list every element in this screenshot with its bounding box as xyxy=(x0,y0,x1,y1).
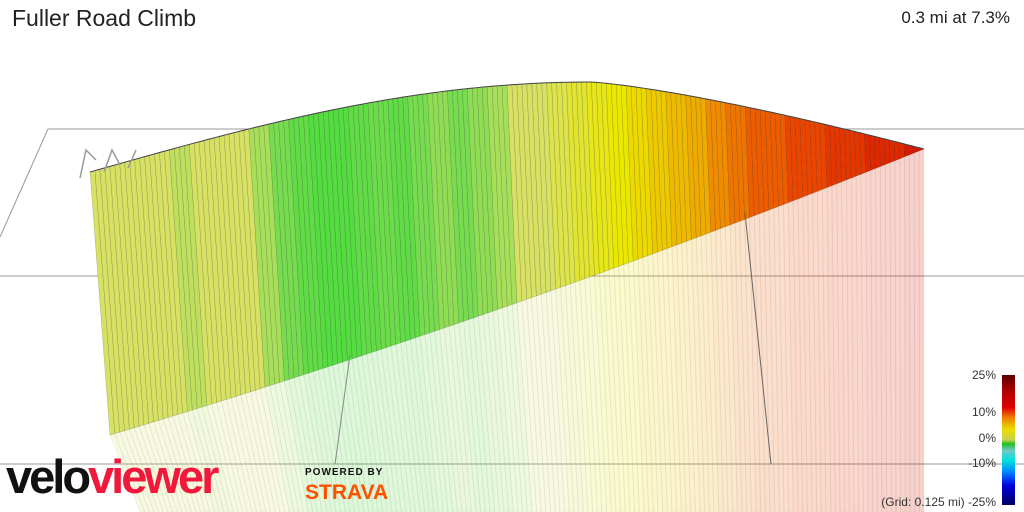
reflection-segment xyxy=(220,398,253,512)
reflection-segment xyxy=(172,413,206,512)
powered-by-label: POWERED BY xyxy=(305,467,384,478)
reflection-segment xyxy=(666,245,682,512)
reflection-segment xyxy=(550,288,570,512)
reflection-segment xyxy=(894,158,902,512)
profile-ribbon xyxy=(89,81,925,436)
climb-summary: 0.3 mi at 7.3% xyxy=(901,8,1010,27)
reflection-segment xyxy=(681,240,696,512)
reflection-segment xyxy=(623,262,640,512)
reflection-segment xyxy=(768,207,780,512)
reflection-segment xyxy=(729,222,743,512)
grid-line xyxy=(744,212,772,465)
grid-line xyxy=(334,354,351,465)
reflection-segment xyxy=(342,359,370,512)
page-title: Fuller Road Climb xyxy=(12,5,197,31)
reflection-segment xyxy=(191,407,225,512)
reflection-segment xyxy=(715,227,729,512)
profile-segment xyxy=(898,142,905,160)
reflection-segment xyxy=(555,286,575,512)
reflection-segment xyxy=(288,377,318,512)
veloviewer-logo[interactable]: veloviewer xyxy=(6,450,219,503)
reflection-segment xyxy=(123,428,160,512)
reflection-segment xyxy=(778,203,790,512)
reflection-segment xyxy=(269,383,300,512)
reflection-segment xyxy=(574,279,594,512)
reflection-segment xyxy=(293,375,323,512)
legend-label: -10% xyxy=(967,456,996,470)
reflection-segment xyxy=(429,330,454,512)
reflection-segment xyxy=(652,251,668,512)
reflection-segment xyxy=(511,302,533,512)
reflection-segment xyxy=(690,236,706,512)
reflection-segment xyxy=(390,343,416,512)
reflection-segment xyxy=(535,293,556,512)
reflection-segment xyxy=(816,188,827,512)
reflection-segment xyxy=(148,421,183,512)
reflection-segment xyxy=(831,183,841,512)
reflection-segment xyxy=(487,310,510,512)
reflection-segment xyxy=(249,389,281,512)
direction-arrows-icon xyxy=(79,148,137,179)
profile-reflection xyxy=(109,148,925,512)
grid-line xyxy=(0,128,49,238)
reflection-segment xyxy=(385,345,412,512)
profile-segment xyxy=(893,141,901,162)
reflection-segment xyxy=(860,171,869,512)
profile-top-edge xyxy=(89,81,925,173)
reflection-segment xyxy=(705,231,720,512)
reflection-segment xyxy=(782,201,794,512)
reflection-segment xyxy=(884,161,892,512)
reflection-segment xyxy=(913,150,920,512)
reflection-segment xyxy=(380,346,407,512)
reflection-segment xyxy=(899,156,906,512)
reflection-segment xyxy=(240,392,272,512)
reflection-segment xyxy=(695,235,710,512)
reflection-segment xyxy=(245,391,276,512)
reflection-segment xyxy=(579,277,598,512)
reflection-segment xyxy=(356,354,384,512)
profile-segment xyxy=(903,143,910,158)
reflection-segment xyxy=(845,177,855,512)
legend-label: 25% xyxy=(971,368,996,382)
reflection-segment xyxy=(152,419,188,512)
reflection-segment xyxy=(225,397,258,512)
reflection-segment xyxy=(879,163,888,512)
reflection-segment xyxy=(821,186,832,512)
reflection-segment xyxy=(603,269,622,512)
reflection-segment xyxy=(908,152,916,512)
reflection-segment xyxy=(627,260,645,512)
reflection-segment xyxy=(841,179,850,512)
legend-label: 10% xyxy=(971,405,996,419)
gradient-color-scale xyxy=(1002,375,1015,505)
reflection-segment xyxy=(598,270,617,512)
reflection-segment xyxy=(855,173,864,512)
legend-label: 0% xyxy=(978,431,996,445)
reflection-segment xyxy=(458,320,482,512)
reflection-segment xyxy=(409,337,435,512)
reflection-segment xyxy=(656,249,673,512)
reflection-segment xyxy=(744,216,757,512)
reflection-segment xyxy=(918,148,925,512)
reflection-segment xyxy=(792,198,804,512)
reflection-segment xyxy=(807,192,818,512)
grid-note: (Grid: 0.125 mi) -25% xyxy=(881,495,996,509)
strava-logo[interactable]: STRAVA xyxy=(305,481,389,504)
reflection-segment xyxy=(739,218,752,512)
reflection-segment xyxy=(870,167,878,512)
reflection-segment xyxy=(438,327,463,512)
reflection-segment xyxy=(201,404,234,512)
reflection-segment xyxy=(216,400,248,512)
reflection-segment xyxy=(753,213,766,512)
reflection-segment xyxy=(676,242,692,512)
reflection-segment xyxy=(758,211,771,512)
reflection-segment xyxy=(797,196,808,512)
reflection-segment xyxy=(312,369,342,512)
reflection-segment xyxy=(434,328,458,512)
reflection-segment xyxy=(317,367,346,512)
reflection-segment xyxy=(196,406,230,512)
reflection-segment xyxy=(719,225,734,512)
reflection-segment xyxy=(506,303,528,512)
